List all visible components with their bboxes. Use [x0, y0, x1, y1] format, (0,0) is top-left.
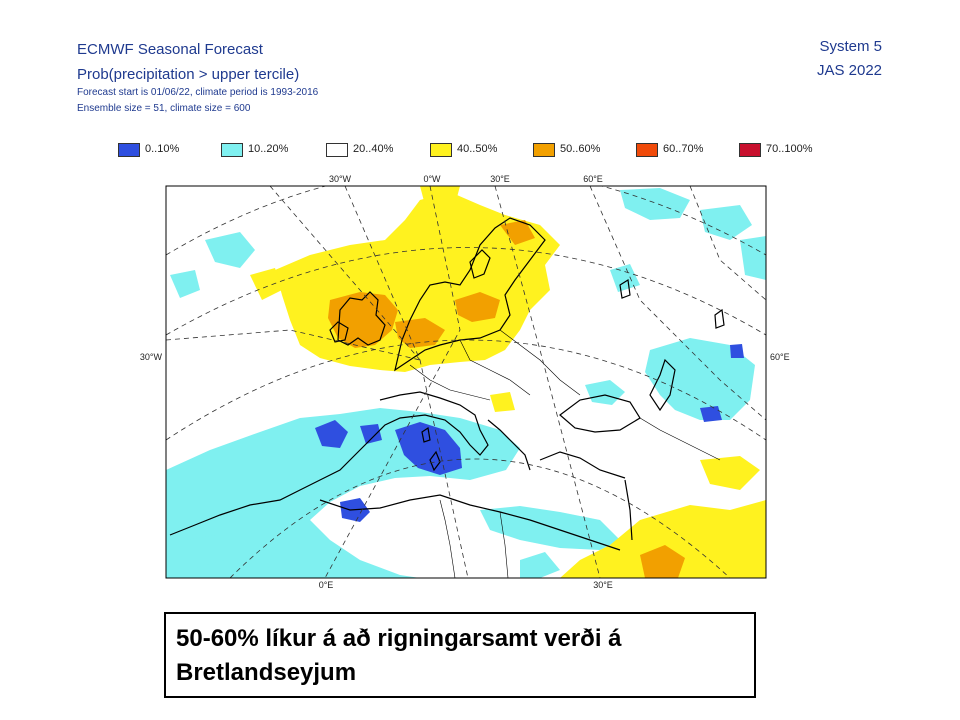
product-title: Prob(precipitation > upper tercile) — [77, 66, 300, 83]
bottom-axis-label: 30°E — [593, 580, 613, 590]
axis-labels: 30°W 0°W 30°E 60°E 0°E 30°E 30°W 60°E — [140, 174, 790, 590]
legend-swatch — [533, 143, 555, 157]
map-frame — [165, 185, 767, 579]
top-axis-label: 30°W — [329, 174, 352, 184]
legend-label: 20..40% — [353, 143, 394, 155]
top-axis-label: 0°W — [423, 174, 441, 184]
forecast-title: ECMWF Seasonal Forecast — [77, 41, 263, 58]
legend-swatch — [326, 143, 348, 157]
legend-swatch — [221, 143, 243, 157]
legend-swatch — [636, 143, 658, 157]
blue-regions — [315, 344, 744, 522]
legend-label: 10..20% — [248, 143, 289, 155]
legend-label: 40..50% — [457, 143, 498, 155]
bottom-axis-label: 0°E — [319, 580, 334, 590]
top-axis-label: 60°E — [583, 174, 603, 184]
orange-regions — [328, 220, 685, 578]
graticule — [166, 186, 766, 578]
legend-label: 50..60% — [560, 143, 601, 155]
right-axis-label: 60°E — [770, 352, 790, 362]
legend-swatch — [118, 143, 140, 157]
legend-label: 0..10% — [145, 143, 180, 155]
legend-swatch — [430, 143, 452, 157]
coastlines — [169, 217, 725, 551]
legend-label: 60..70% — [663, 143, 704, 155]
ensemble-info: Ensemble size = 51, climate size = 600 — [77, 103, 251, 114]
system-label: System 5 — [819, 38, 882, 55]
legend: 0..10% 10..20% 20..40% 40..50% 50..60% 6… — [118, 142, 838, 160]
left-axis-label: 30°W — [140, 352, 163, 362]
season-label: JAS 2022 — [816, 62, 882, 79]
legend-label: 70..100% — [766, 143, 813, 155]
caption-box: 50-60% líkur á að rigningarsamt verði á … — [164, 612, 756, 698]
top-axis-label: 30°E — [490, 174, 510, 184]
country-borders — [409, 329, 721, 578]
legend-swatch — [739, 143, 761, 157]
forecast-info: Forecast start is 01/06/22, climate peri… — [77, 87, 319, 98]
